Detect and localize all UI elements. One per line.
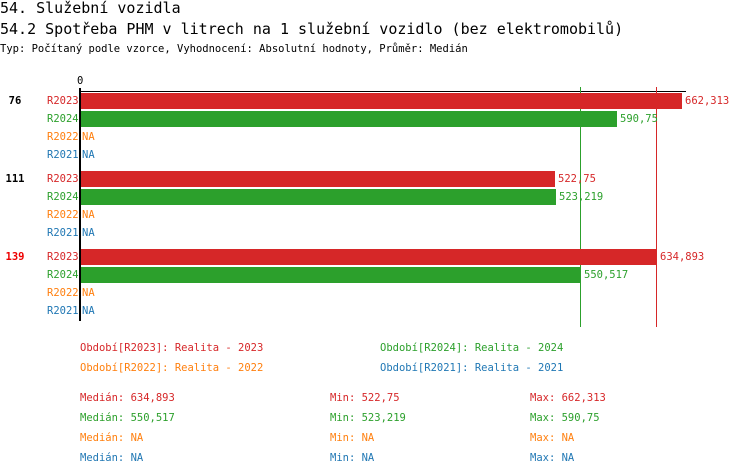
series-label: R2023 bbox=[47, 251, 79, 263]
bar-R2023 bbox=[81, 249, 657, 265]
data-label: 550,517 bbox=[584, 269, 629, 281]
data-label: 634,893 bbox=[660, 251, 705, 263]
stat-min: Min: 522,75 bbox=[330, 392, 400, 404]
page-title: 54. Služební vozidla bbox=[0, 0, 181, 17]
series-label: R2024 bbox=[47, 113, 79, 125]
stat-median: Medián: NA bbox=[80, 432, 144, 444]
series-label: R2021 bbox=[47, 227, 79, 239]
data-label: 522,75 bbox=[558, 173, 596, 185]
data-label: 523,219 bbox=[559, 191, 604, 203]
median-line-R2024 bbox=[580, 87, 581, 327]
top-axis-line bbox=[80, 91, 686, 92]
data-label: NA bbox=[82, 305, 95, 317]
category-label: 76 bbox=[8, 95, 22, 107]
bar-R2024 bbox=[81, 267, 581, 283]
stat-max: Max: NA bbox=[530, 432, 575, 444]
data-label: 590,75 bbox=[620, 113, 658, 125]
category-label: 139 bbox=[5, 251, 25, 263]
bar-R2023 bbox=[81, 93, 682, 109]
data-label: 662,313 bbox=[685, 95, 730, 107]
bar-R2024 bbox=[81, 189, 556, 205]
stat-min: Min: 523,219 bbox=[330, 412, 406, 424]
legend-item: Období[R2021]: Realita - 2021 bbox=[380, 362, 564, 374]
series-label: R2021 bbox=[47, 305, 79, 317]
legend-item: Období[R2022]: Realita - 2022 bbox=[80, 362, 264, 374]
data-label: NA bbox=[82, 227, 95, 239]
data-label: NA bbox=[82, 149, 95, 161]
series-label: R2022 bbox=[47, 131, 79, 143]
median-line-R2023 bbox=[656, 87, 657, 327]
series-label: R2022 bbox=[47, 287, 79, 299]
y-axis-line bbox=[79, 88, 81, 321]
data-label: NA bbox=[82, 131, 95, 143]
series-label: R2024 bbox=[47, 191, 79, 203]
stat-max: Max: 590,75 bbox=[530, 412, 600, 424]
stat-max: Max: 662,313 bbox=[530, 392, 606, 404]
category-label: 111 bbox=[5, 173, 25, 185]
data-label: NA bbox=[82, 209, 95, 221]
series-label: R2023 bbox=[47, 95, 79, 107]
stat-median: Medián: NA bbox=[80, 452, 144, 464]
series-label: R2022 bbox=[47, 209, 79, 221]
stat-median: Medián: 550,517 bbox=[80, 412, 175, 424]
stat-median: Medián: 634,893 bbox=[80, 392, 175, 404]
series-label: R2024 bbox=[47, 269, 79, 281]
stat-min: Min: NA bbox=[330, 432, 375, 444]
legend-item: Období[R2023]: Realita - 2023 bbox=[80, 342, 264, 354]
stat-min: Min: NA bbox=[330, 452, 375, 464]
bar-R2024 bbox=[81, 111, 617, 127]
axis-zero-label: 0 bbox=[77, 75, 84, 87]
chart-title: 54.2 Spotřeba PHM v litrech na 1 služebn… bbox=[0, 20, 624, 38]
legend-item: Období[R2024]: Realita - 2024 bbox=[380, 342, 564, 354]
stat-max: Max: NA bbox=[530, 452, 575, 464]
series-label: R2023 bbox=[47, 173, 79, 185]
bar-R2023 bbox=[81, 171, 555, 187]
data-label: NA bbox=[82, 287, 95, 299]
series-label: R2021 bbox=[47, 149, 79, 161]
chart-meta: Typ: Počítaný podle vzorce, Vyhodnocení:… bbox=[0, 43, 468, 55]
